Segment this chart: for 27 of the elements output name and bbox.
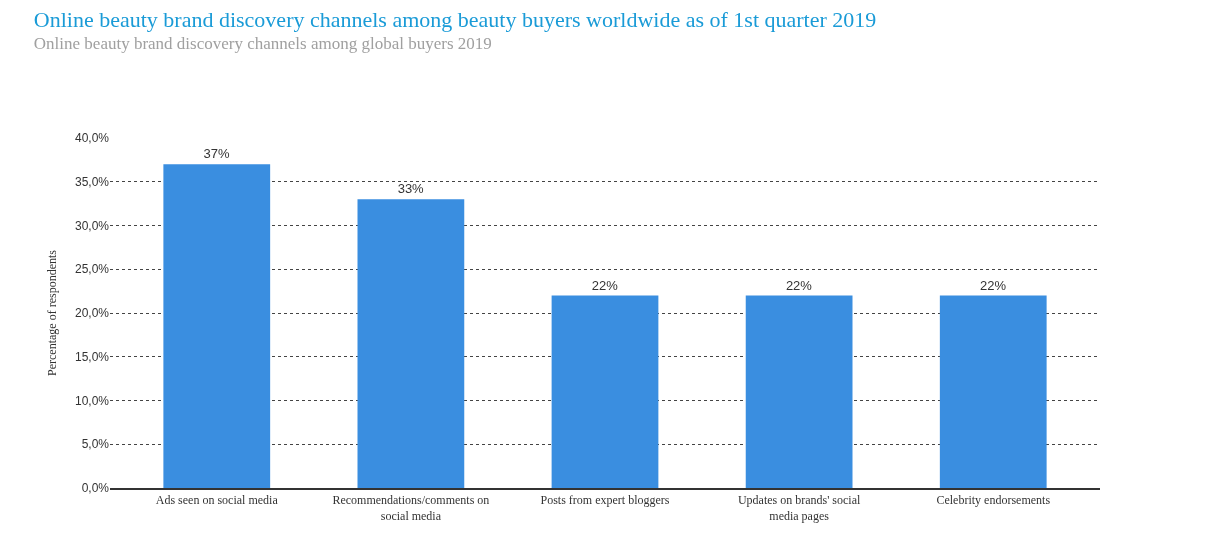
y-tick-label: 35,0% (74, 174, 110, 189)
chart-title: Online beauty brand discovery channels among beauty buyers worldwide as of 1st quarter 2019 (33, 6, 877, 32)
y-tick-label: 0,0% (81, 481, 110, 496)
x-tick-label: Posts from expert bloggers (540, 493, 670, 508)
x-tick-label: Celebrity endorsements (936, 493, 1051, 508)
data-label: 37% (203, 146, 230, 162)
x-tick-label: Updates on brands' social media pages (737, 493, 862, 523)
x-tick-label: Recommendations/comments on social media (332, 493, 490, 523)
y-tick-label: 20,0% (74, 306, 110, 321)
bar (939, 295, 1047, 488)
bar (745, 295, 853, 488)
y-tick-label: 30,0% (74, 218, 110, 233)
y-tick-label: 15,0% (74, 349, 110, 364)
bar (163, 164, 271, 488)
y-tick-label: 10,0% (74, 393, 110, 408)
y-axis-title: Percentage of respondents (45, 249, 60, 376)
bar (551, 295, 659, 488)
data-label: 22% (980, 277, 1007, 293)
data-label: 33% (397, 181, 425, 197)
x-tick-label: Ads seen on social media (155, 493, 279, 508)
y-tick-label: 25,0% (74, 262, 110, 277)
data-label: 22% (785, 277, 813, 293)
y-tick-label: 40,0% (74, 131, 110, 146)
data-label: 22% (591, 277, 619, 293)
chart-subtitle: Online beauty brand discovery channels among global buyers 2019 (33, 33, 492, 53)
bar (357, 199, 465, 488)
y-tick-label: 5,0% (81, 437, 110, 452)
